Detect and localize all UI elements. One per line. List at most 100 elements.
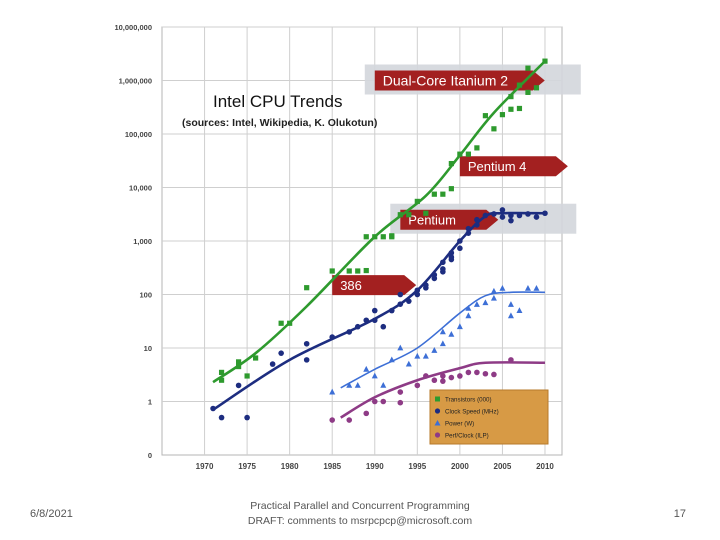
y-tick-label: 1,000,000 <box>119 77 152 86</box>
y-tick-label: 10,000 <box>129 184 152 193</box>
clock-speed-point <box>423 282 429 288</box>
power-point <box>516 307 523 314</box>
x-tick-label: 1975 <box>238 462 256 471</box>
legend-box <box>429 389 549 445</box>
annotation-arrow <box>374 70 545 91</box>
perf-clock-point <box>423 373 429 379</box>
power-point <box>465 304 472 311</box>
clock-speed-point <box>465 225 472 232</box>
clock-speed-point <box>397 301 404 307</box>
y-tick-label: 10 <box>144 344 152 353</box>
power-point <box>388 356 395 363</box>
clock-speed-point <box>346 329 353 335</box>
perf-clock-point <box>371 398 378 405</box>
transistor-point <box>482 113 489 119</box>
clock-speed-point <box>354 323 361 330</box>
power-point <box>499 285 506 291</box>
x-tick-label: 2005 <box>494 462 512 471</box>
legend-swatch <box>435 396 440 402</box>
power-point <box>422 352 429 359</box>
transistor-point <box>235 359 242 365</box>
clock-speed-point <box>269 361 276 367</box>
power-point <box>363 365 370 372</box>
transistor-point <box>244 373 250 379</box>
power-point <box>439 340 446 347</box>
transistor-point <box>406 212 412 218</box>
footer-date: 6/8/2021 <box>30 508 73 520</box>
clock-speed-point <box>499 207 506 213</box>
perf-clock-point <box>440 378 446 384</box>
perf-clock-point <box>508 357 514 363</box>
x-tick-label: 1990 <box>366 462 384 471</box>
clock-speed-point <box>457 238 463 244</box>
perf-clock-point <box>491 371 497 378</box>
perf-clock-point <box>465 369 472 376</box>
transistors-trend-line <box>212 60 546 384</box>
perf-clock-point <box>431 377 438 384</box>
transistor-point <box>389 233 395 239</box>
power-point <box>405 360 412 367</box>
clock-speed-point <box>491 211 497 217</box>
legend-swatch <box>434 408 441 414</box>
annotation-pentium-4: Pentium 4 <box>459 156 568 177</box>
transistor-point <box>218 369 225 375</box>
clock-speed-point <box>499 214 506 220</box>
power-point <box>507 301 514 307</box>
annotation-label: Dual-Core Itanium 2 <box>383 73 508 89</box>
y-tick-label: 100,000 <box>125 130 152 139</box>
clock-speed-point <box>448 250 455 256</box>
transistor-point <box>448 186 454 192</box>
clock-speed-point <box>542 210 548 217</box>
power-point <box>414 352 421 359</box>
perf-clock-point <box>448 374 455 381</box>
clock-speed-point <box>508 212 514 219</box>
slide-number: 17 <box>673 508 686 520</box>
legend-label: Clock Speed (MHz) <box>445 409 499 416</box>
clock-speed-point <box>329 334 336 340</box>
transistor-point <box>499 112 506 118</box>
clock-speed-point <box>380 323 387 330</box>
transistor-point <box>516 82 523 88</box>
power-point <box>448 330 455 337</box>
power-point <box>439 328 446 335</box>
perf-clock-point <box>397 389 404 395</box>
legend-label: Power (W) <box>445 421 474 428</box>
perf-clock-point <box>346 417 353 423</box>
transistor-point <box>525 65 531 71</box>
clock-speed-point <box>474 222 480 228</box>
chart-legend: Transistors (000) Clock Speed (MHz) Power … <box>429 389 549 445</box>
annotation-label: 386 <box>340 278 362 293</box>
transistor-point <box>287 320 293 326</box>
perf-clock-point <box>414 382 421 389</box>
clock-speed-point <box>525 211 531 217</box>
legend-label: Transistors (000) <box>445 397 492 404</box>
transistor-point <box>474 145 480 151</box>
transistor-point <box>533 85 540 91</box>
transistor-point <box>440 191 446 197</box>
clock-speed-point <box>388 307 395 314</box>
y-tick-label: 10,000,000 <box>114 23 152 32</box>
footer-draft-note: DRAFT: comments to msrpcpcp@microsoft.co… <box>247 515 473 527</box>
transistor-point <box>235 363 242 370</box>
perf-clock-point <box>380 398 387 405</box>
transistor-point <box>525 89 531 95</box>
perf-clock-point <box>397 399 404 406</box>
transistor-point <box>508 106 514 112</box>
clock-speed-point <box>457 245 463 252</box>
chart-title: Intel CPU Trends <box>213 92 342 111</box>
transistor-point <box>329 268 335 274</box>
x-tick-label: 1970 <box>196 462 214 471</box>
annotation-arrow <box>332 275 417 296</box>
power-point <box>490 294 497 301</box>
transistor-point <box>253 355 259 361</box>
transistor-point <box>278 320 284 326</box>
clock-speed-point <box>397 291 404 298</box>
transistor-point <box>414 198 420 204</box>
y-tick-label: 1,000 <box>133 237 152 246</box>
clock-speed-point <box>465 230 472 236</box>
annotation-label: Pentium 4 <box>468 159 527 174</box>
clock-speed-point <box>448 254 455 260</box>
clock-speed-point <box>440 259 446 266</box>
clock-speed-point <box>406 298 412 304</box>
